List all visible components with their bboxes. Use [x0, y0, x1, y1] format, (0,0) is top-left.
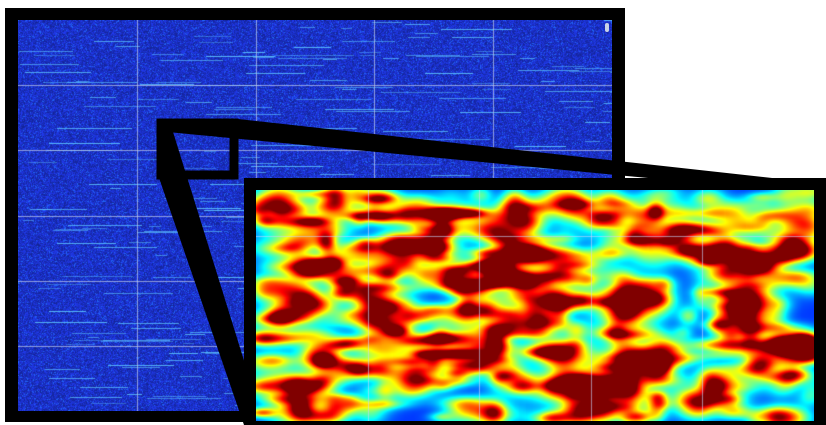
zoomed-spectrogram-plot	[256, 190, 814, 421]
zoomed-inset-panel	[244, 178, 826, 425]
scroll-indicator	[605, 23, 609, 32]
